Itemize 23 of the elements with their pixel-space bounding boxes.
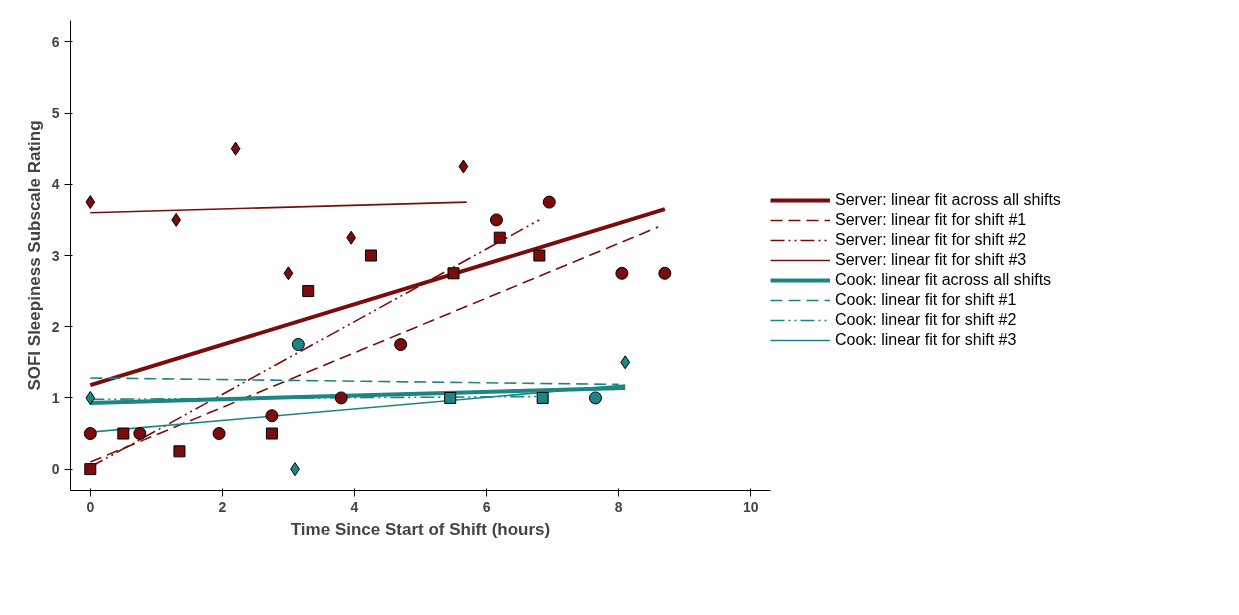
legend-label: Server: linear fit for shift #2 (835, 231, 1027, 249)
x-tick-label: 10 (742, 498, 759, 515)
y-tick-label: 6 (51, 33, 60, 50)
x-tick-label: 4 (350, 498, 359, 515)
x-tick-label: 6 (482, 498, 491, 515)
y-tick-label: 0 (51, 461, 60, 478)
x-tick-label: 0 (86, 498, 95, 515)
legend-label: Server: linear fit across all shifts (835, 191, 1061, 209)
legend-label: Server: linear fit for shift #1 (835, 211, 1027, 229)
y-axis-title: SOFI Sleepiness Subscale Rating (24, 120, 44, 391)
y-tick-label: 2 (51, 318, 60, 335)
legend-label: Cook: linear fit for shift #2 (835, 311, 1017, 329)
y-tick-label: 5 (51, 105, 60, 122)
legend-label: Cook: linear fit for shift #1 (835, 291, 1017, 309)
y-tick-label: 4 (51, 176, 60, 193)
y-tick-label: 1 (51, 389, 60, 406)
x-axis-title: Time Since Start of Shift (hours) (290, 519, 551, 539)
x-tick-label: 2 (218, 498, 227, 515)
x-tick-label: 8 (614, 498, 623, 515)
y-tick-label: 3 (51, 247, 60, 264)
legend-label: Server: linear fit for shift #3 (835, 251, 1027, 269)
legend-label: Cook: linear fit across all shifts (835, 271, 1052, 289)
legend-label: Cook: linear fit for shift #3 (835, 331, 1017, 349)
